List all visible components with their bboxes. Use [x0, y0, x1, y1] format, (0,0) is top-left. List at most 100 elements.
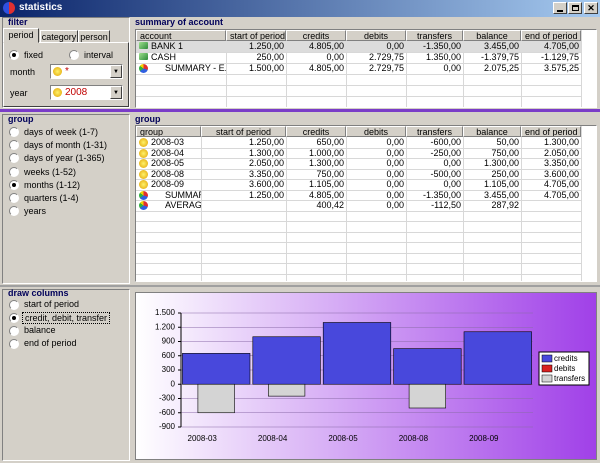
row-line [136, 63, 581, 64]
column-header[interactable]: credits [286, 30, 346, 41]
y-tick-label: -900 [159, 422, 176, 431]
row-icon [139, 201, 148, 210]
option-label: end of period [24, 338, 77, 348]
column-header[interactable]: end of period [521, 126, 581, 137]
row-icon [53, 67, 62, 76]
bar [322, 322, 392, 385]
cell: 2008-03 [151, 137, 185, 147]
combo-box[interactable]: * ▼ [50, 64, 123, 79]
draw-radio[interactable] [9, 313, 19, 323]
column-header[interactable]: transfers [406, 30, 463, 41]
combo-box[interactable]: 2008 ▼ [50, 85, 123, 100]
column-line [521, 126, 522, 281]
column-header[interactable]: balance [463, 30, 521, 41]
cell: 650,00 [316, 137, 344, 147]
cell: 50,00 [496, 137, 519, 147]
option-label: start of period [24, 299, 80, 309]
cell: 0,00 [386, 158, 404, 168]
row-line [136, 52, 581, 53]
column-header[interactable]: debits [346, 30, 406, 41]
section-header: group [135, 114, 161, 124]
dropdown-button[interactable]: ▼ [110, 65, 122, 78]
bar [393, 348, 462, 385]
cell: 1.250,00 [248, 41, 284, 51]
row-line [136, 252, 581, 254]
y-tick-label: 1.200 [155, 322, 176, 331]
column-header[interactable]: debits [346, 126, 406, 137]
column-line [226, 30, 227, 107]
cell: -1.379,75 [480, 52, 519, 62]
cell: 400,42 [316, 200, 344, 210]
cell: 0,00 [386, 137, 404, 147]
bar [463, 331, 532, 385]
x-tick-label: 2008-09 [469, 434, 499, 443]
group-radio[interactable] [9, 179, 19, 190]
column-header[interactable]: balance [463, 126, 521, 137]
column-header[interactable]: group [136, 126, 201, 137]
close-button[interactable]: ✕ [584, 2, 598, 14]
draw-radio[interactable] [9, 300, 19, 310]
column-header[interactable]: credits [286, 126, 346, 137]
row-line [136, 158, 581, 159]
draw-radio[interactable] [9, 339, 19, 349]
group-radio[interactable] [9, 127, 19, 137]
cell: 0,00 [386, 147, 404, 158]
section-header: filter [8, 17, 28, 27]
column-header[interactable]: transfers [406, 126, 463, 137]
cell: -600,00 [430, 137, 461, 147]
cell: 2.729,75 [368, 63, 404, 73]
x-tick-label: 2008-05 [328, 434, 358, 443]
legend-swatch [541, 354, 553, 363]
cell: 4.805,00 [308, 63, 344, 73]
bar [182, 353, 251, 385]
separator [0, 285, 600, 287]
cell: -1.350,00 [422, 189, 461, 200]
group-radio[interactable] [9, 153, 19, 164]
column-header[interactable]: start of period [226, 30, 286, 41]
cell: 1.300,00 [308, 158, 344, 168]
option-label: days of week (1-7) [24, 127, 99, 137]
section-header: summary of account [135, 17, 224, 27]
row-line [136, 200, 581, 201]
cell: 1.300,00 [483, 158, 519, 168]
cell: 4.705,00 [543, 41, 579, 51]
tab[interactable]: category [40, 30, 78, 43]
row-line [136, 242, 581, 243]
cell: 1.500,00 [248, 63, 284, 73]
mode-radio[interactable] [9, 50, 19, 60]
minimize-button[interactable] [553, 2, 567, 14]
group-radio[interactable] [9, 193, 19, 203]
column-line [581, 30, 582, 107]
draw-radio[interactable] [9, 326, 19, 336]
cell: AVERAGE (1/... [165, 200, 201, 210]
field-label: month [10, 67, 36, 77]
cell: 4.705,00 [543, 179, 579, 189]
cell: -1.129,75 [540, 52, 579, 62]
y-tick-label: -600 [159, 408, 176, 417]
group-radio[interactable] [9, 140, 19, 151]
mode-radio[interactable] [69, 50, 79, 60]
option-label: days of month (1-31) [24, 140, 108, 151]
cell: 1.250,00 [248, 189, 284, 200]
cell: 2008-08 [151, 168, 185, 179]
mode-label: fixed [24, 50, 44, 60]
column-header[interactable]: start of period [201, 126, 286, 137]
column-header[interactable]: end of period [521, 30, 581, 41]
option-label: months (1-12) [24, 179, 81, 190]
tab[interactable]: person [78, 30, 110, 43]
data-table: group start of period credits debits transfe… [135, 125, 597, 282]
tab[interactable]: period [3, 28, 39, 43]
column-header[interactable]: account [136, 30, 226, 41]
cell: SUMMARY [165, 189, 201, 200]
dropdown-button[interactable]: ▼ [110, 86, 122, 99]
chart: 1.500 1.200 900 600 300 0 -300 -600 -900 2008-03 2… [135, 292, 597, 460]
group-radio[interactable] [9, 166, 19, 177]
option-label: years [24, 206, 47, 217]
column-line [201, 126, 202, 281]
separator [0, 109, 600, 112]
cell: 3.600,00 [543, 168, 579, 179]
group-radio[interactable] [9, 206, 19, 217]
cell: 1.105,00 [308, 179, 344, 189]
maximize-button[interactable] [568, 2, 582, 14]
